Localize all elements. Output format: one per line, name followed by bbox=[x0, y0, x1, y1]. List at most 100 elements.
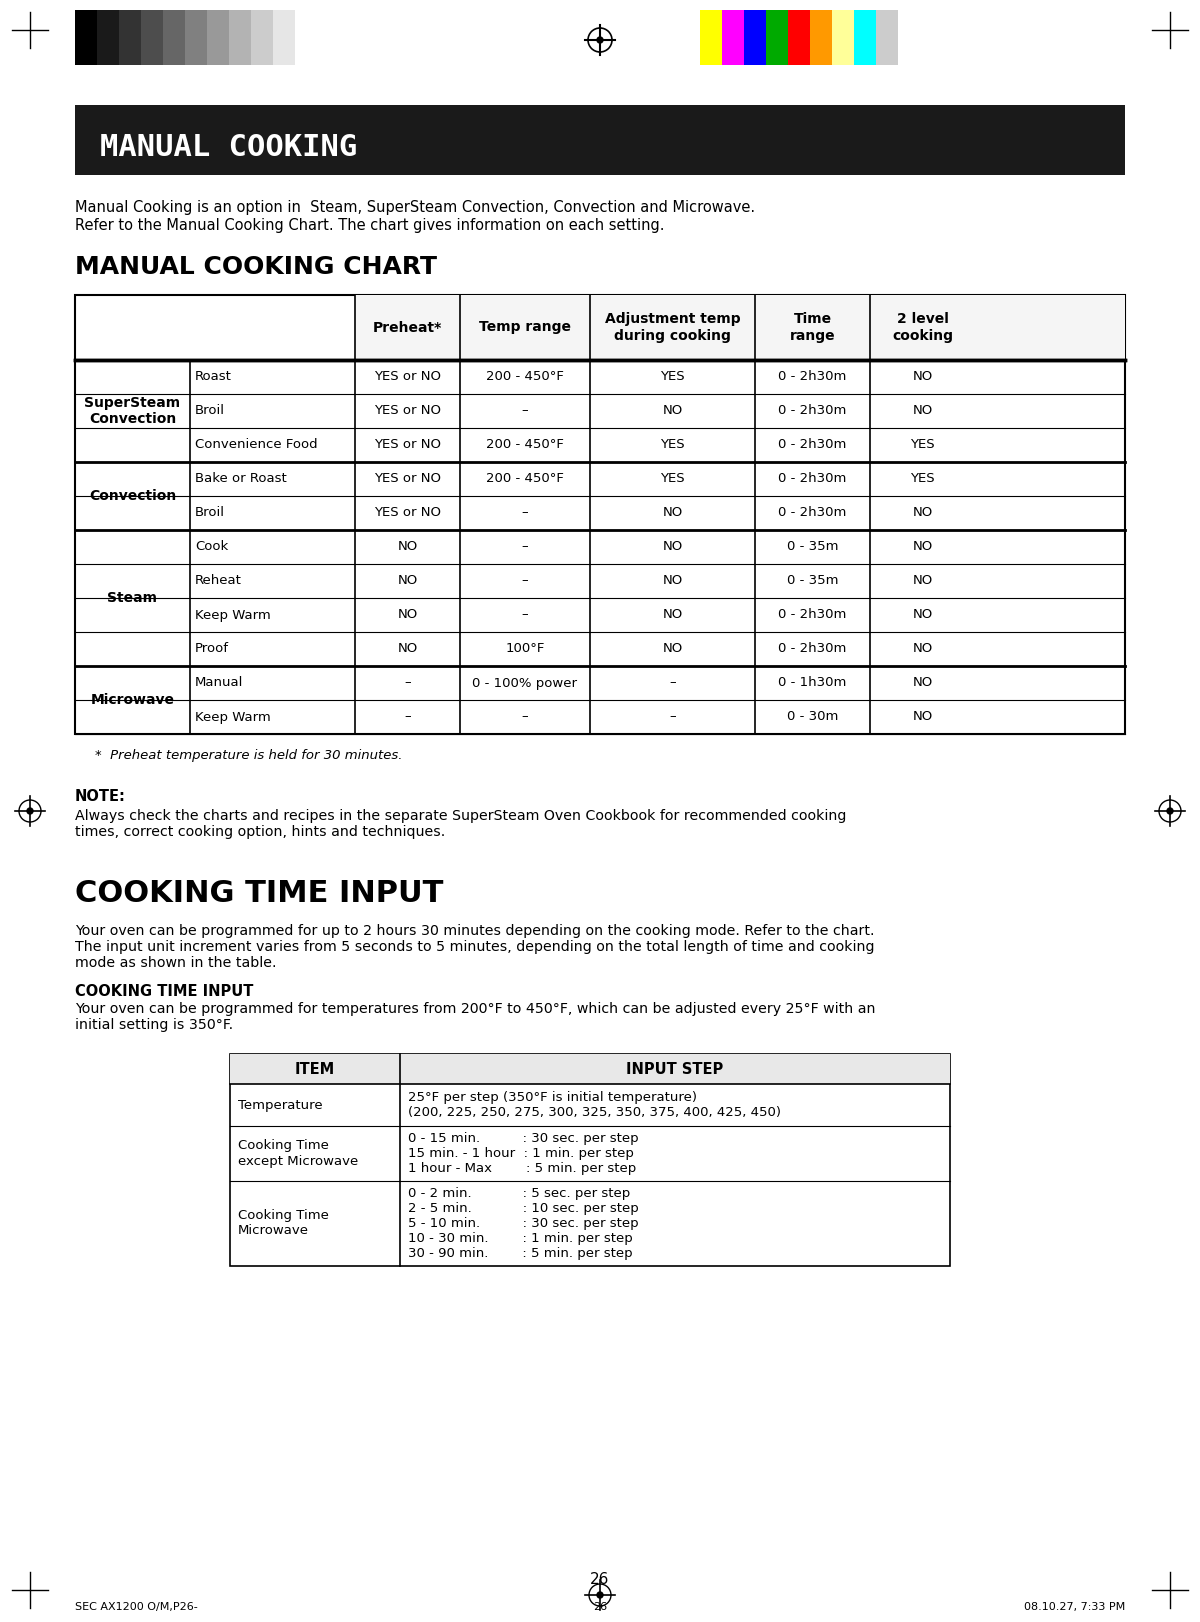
Bar bbox=[832, 10, 854, 65]
Text: YES or NO: YES or NO bbox=[374, 438, 442, 451]
Text: COOKING TIME INPUT: COOKING TIME INPUT bbox=[74, 985, 253, 999]
Text: Temperature: Temperature bbox=[238, 1098, 323, 1111]
Text: Reheat: Reheat bbox=[194, 574, 242, 587]
Text: 0 - 1h30m: 0 - 1h30m bbox=[779, 676, 847, 689]
Text: Adjustment temp
during cooking: Adjustment temp during cooking bbox=[605, 313, 740, 342]
Circle shape bbox=[598, 1593, 604, 1598]
Text: Cooking Time
Microwave: Cooking Time Microwave bbox=[238, 1210, 329, 1238]
Text: 100°F: 100°F bbox=[505, 642, 545, 655]
Text: –: – bbox=[522, 608, 528, 621]
Text: Broil: Broil bbox=[194, 404, 226, 417]
Text: COOKING TIME INPUT: COOKING TIME INPUT bbox=[74, 879, 443, 908]
Text: –: – bbox=[522, 404, 528, 417]
Bar bbox=[766, 10, 788, 65]
Text: –: – bbox=[522, 574, 528, 587]
Bar bbox=[208, 10, 229, 65]
Text: NO: NO bbox=[912, 506, 932, 519]
Text: 0 - 2h30m: 0 - 2h30m bbox=[779, 370, 847, 383]
Bar bbox=[229, 10, 251, 65]
Text: Cooking Time
except Microwave: Cooking Time except Microwave bbox=[238, 1140, 359, 1168]
Text: NO: NO bbox=[662, 574, 683, 587]
Text: 25°F per step (350°F is initial temperature)
(200, 225, 250, 275, 300, 325, 350,: 25°F per step (350°F is initial temperat… bbox=[408, 1092, 781, 1119]
Text: NO: NO bbox=[662, 506, 683, 519]
Text: Convection: Convection bbox=[89, 488, 176, 503]
Text: –: – bbox=[404, 676, 410, 689]
Text: NO: NO bbox=[662, 642, 683, 655]
Text: Microwave: Microwave bbox=[90, 693, 174, 707]
Text: 0 - 2h30m: 0 - 2h30m bbox=[779, 404, 847, 417]
Text: 0 - 2h30m: 0 - 2h30m bbox=[779, 506, 847, 519]
Text: YES or NO: YES or NO bbox=[374, 404, 442, 417]
Text: MANUAL COOKING: MANUAL COOKING bbox=[100, 133, 358, 162]
Text: NO: NO bbox=[912, 676, 932, 689]
Text: 0 - 2 min.            : 5 sec. per step
2 - 5 min.            : 10 sec. per step: 0 - 2 min. : 5 sec. per step 2 - 5 min. … bbox=[408, 1187, 638, 1260]
Circle shape bbox=[1166, 808, 1174, 814]
Text: –: – bbox=[404, 710, 410, 723]
Text: NO: NO bbox=[912, 574, 932, 587]
Text: INPUT STEP: INPUT STEP bbox=[626, 1061, 724, 1077]
Bar bbox=[230, 1054, 950, 1083]
Bar bbox=[274, 10, 295, 65]
Text: Keep Warm: Keep Warm bbox=[194, 608, 271, 621]
Text: NO: NO bbox=[912, 540, 932, 553]
Text: NO: NO bbox=[662, 404, 683, 417]
Text: Your oven can be programmed for up to 2 hours 30 minutes depending on the cookin: Your oven can be programmed for up to 2 … bbox=[74, 925, 875, 970]
Bar bbox=[74, 10, 97, 65]
Text: *  Preheat temperature is held for 30 minutes.: * Preheat temperature is held for 30 min… bbox=[95, 749, 402, 762]
Text: Preheat*: Preheat* bbox=[373, 321, 442, 334]
Text: YES: YES bbox=[910, 472, 935, 485]
Text: –: – bbox=[522, 540, 528, 553]
Text: NO: NO bbox=[912, 370, 932, 383]
Bar bbox=[854, 10, 876, 65]
Bar bbox=[722, 10, 744, 65]
Text: 200 - 450°F: 200 - 450°F bbox=[486, 472, 564, 485]
Text: YES: YES bbox=[660, 438, 685, 451]
Text: Time
range: Time range bbox=[790, 313, 835, 342]
Bar bbox=[251, 10, 274, 65]
Text: NO: NO bbox=[662, 540, 683, 553]
Text: 0 - 100% power: 0 - 100% power bbox=[473, 676, 577, 689]
Text: Steam: Steam bbox=[108, 590, 157, 605]
Text: Broil: Broil bbox=[194, 506, 226, 519]
Text: 0 - 15 min.          : 30 sec. per step
15 min. - 1 hour  : 1 min. per step
1 ho: 0 - 15 min. : 30 sec. per step 15 min. -… bbox=[408, 1132, 638, 1174]
Bar bbox=[744, 10, 766, 65]
Text: 08.10.27, 7:33 PM: 08.10.27, 7:33 PM bbox=[1024, 1603, 1126, 1612]
Text: 26: 26 bbox=[593, 1603, 607, 1612]
Bar bbox=[97, 10, 119, 65]
Text: 2 level
cooking: 2 level cooking bbox=[892, 313, 953, 342]
Text: –: – bbox=[670, 710, 676, 723]
Text: YES: YES bbox=[910, 438, 935, 451]
Bar bbox=[74, 295, 1126, 735]
Bar bbox=[355, 295, 1126, 360]
Text: SEC AX1200 O/M,P26-: SEC AX1200 O/M,P26- bbox=[74, 1603, 198, 1612]
Bar bbox=[119, 10, 142, 65]
Text: 26: 26 bbox=[590, 1572, 610, 1588]
Text: NOTE:: NOTE: bbox=[74, 788, 126, 805]
Text: YES: YES bbox=[660, 370, 685, 383]
Text: Refer to the Manual Cooking Chart. The chart gives information on each setting.: Refer to the Manual Cooking Chart. The c… bbox=[74, 217, 665, 234]
Bar bbox=[74, 105, 1126, 175]
Bar bbox=[163, 10, 185, 65]
Text: Keep Warm: Keep Warm bbox=[194, 710, 271, 723]
Bar bbox=[876, 10, 898, 65]
Text: 200 - 450°F: 200 - 450°F bbox=[486, 370, 564, 383]
Text: 200 - 450°F: 200 - 450°F bbox=[486, 438, 564, 451]
Text: NO: NO bbox=[912, 710, 932, 723]
Text: Bake or Roast: Bake or Roast bbox=[194, 472, 287, 485]
Text: NO: NO bbox=[912, 642, 932, 655]
Bar bbox=[230, 1054, 950, 1267]
Bar bbox=[185, 10, 208, 65]
Bar bbox=[700, 10, 722, 65]
Text: Temp range: Temp range bbox=[479, 321, 571, 334]
Text: Always check the charts and recipes in the separate SuperSteam Oven Cookbook for: Always check the charts and recipes in t… bbox=[74, 809, 846, 839]
Text: 0 - 2h30m: 0 - 2h30m bbox=[779, 608, 847, 621]
Bar bbox=[788, 10, 810, 65]
Text: 0 - 2h30m: 0 - 2h30m bbox=[779, 642, 847, 655]
Circle shape bbox=[28, 808, 34, 814]
Text: NO: NO bbox=[397, 608, 418, 621]
Text: Proof: Proof bbox=[194, 642, 229, 655]
Text: –: – bbox=[522, 710, 528, 723]
Text: 0 - 2h30m: 0 - 2h30m bbox=[779, 438, 847, 451]
Bar bbox=[810, 10, 832, 65]
Text: YES or NO: YES or NO bbox=[374, 506, 442, 519]
